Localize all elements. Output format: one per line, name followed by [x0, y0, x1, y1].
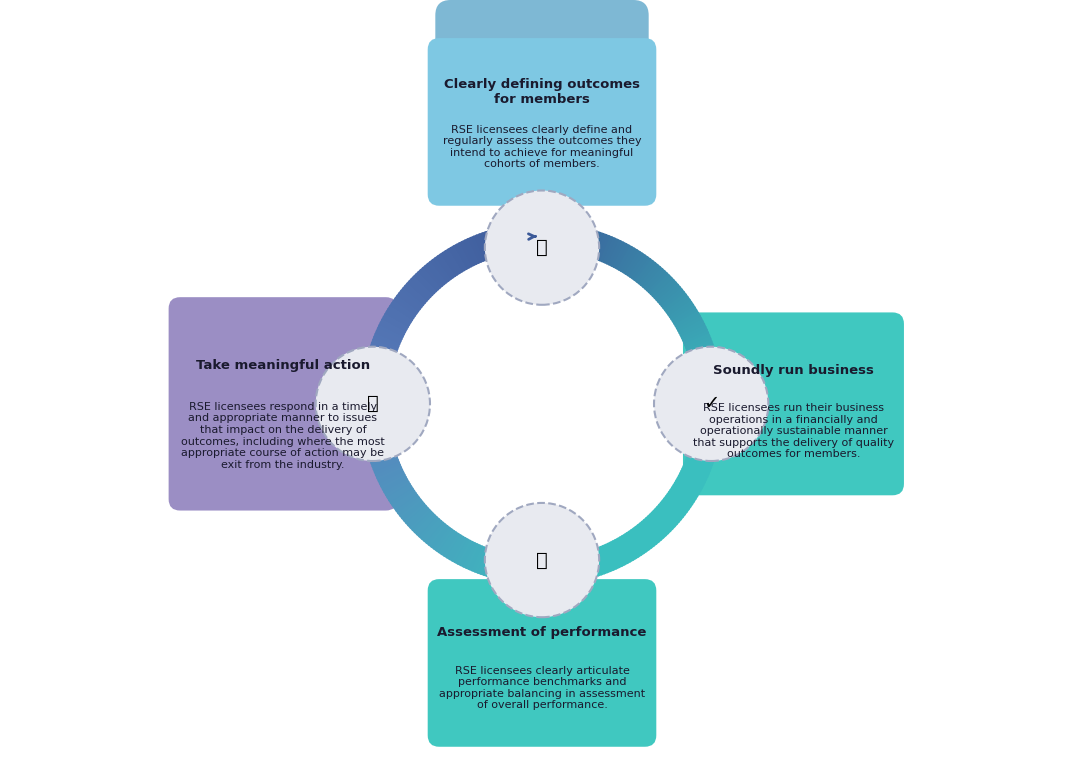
FancyBboxPatch shape	[428, 579, 656, 747]
Circle shape	[496, 202, 588, 293]
Circle shape	[654, 347, 769, 461]
FancyBboxPatch shape	[428, 38, 656, 206]
Text: ✓: ✓	[704, 395, 720, 413]
Text: Take meaningful action: Take meaningful action	[196, 359, 370, 372]
Text: RSE licensees clearly articulate
performance benchmarks and
appropriate balancin: RSE licensees clearly articulate perform…	[439, 666, 645, 710]
Circle shape	[327, 358, 418, 450]
FancyBboxPatch shape	[436, 0, 648, 168]
Text: Soundly run business: Soundly run business	[713, 364, 874, 377]
Text: RSE licensees clearly define and
regularly assess the outcomes they
intend to ac: RSE licensees clearly define and regular…	[442, 125, 642, 169]
Circle shape	[496, 514, 588, 606]
Text: 📊: 📊	[537, 551, 547, 569]
Text: RSE licensees run their business
operations in a financially and
operationally s: RSE licensees run their business operati…	[693, 403, 894, 459]
Circle shape	[315, 347, 430, 461]
Text: Clearly defining outcomes
for members: Clearly defining outcomes for members	[444, 78, 640, 106]
Text: 📋: 📋	[367, 395, 378, 413]
Circle shape	[666, 358, 757, 450]
Circle shape	[485, 190, 599, 305]
Text: RSE licensees respond in a timely
and appropriate manner to issues
that impact o: RSE licensees respond in a timely and ap…	[181, 402, 385, 470]
FancyBboxPatch shape	[169, 297, 397, 511]
Text: 💰: 💰	[537, 239, 547, 257]
Circle shape	[485, 503, 599, 617]
Text: Assessment of performance: Assessment of performance	[437, 626, 647, 639]
FancyBboxPatch shape	[683, 312, 904, 495]
